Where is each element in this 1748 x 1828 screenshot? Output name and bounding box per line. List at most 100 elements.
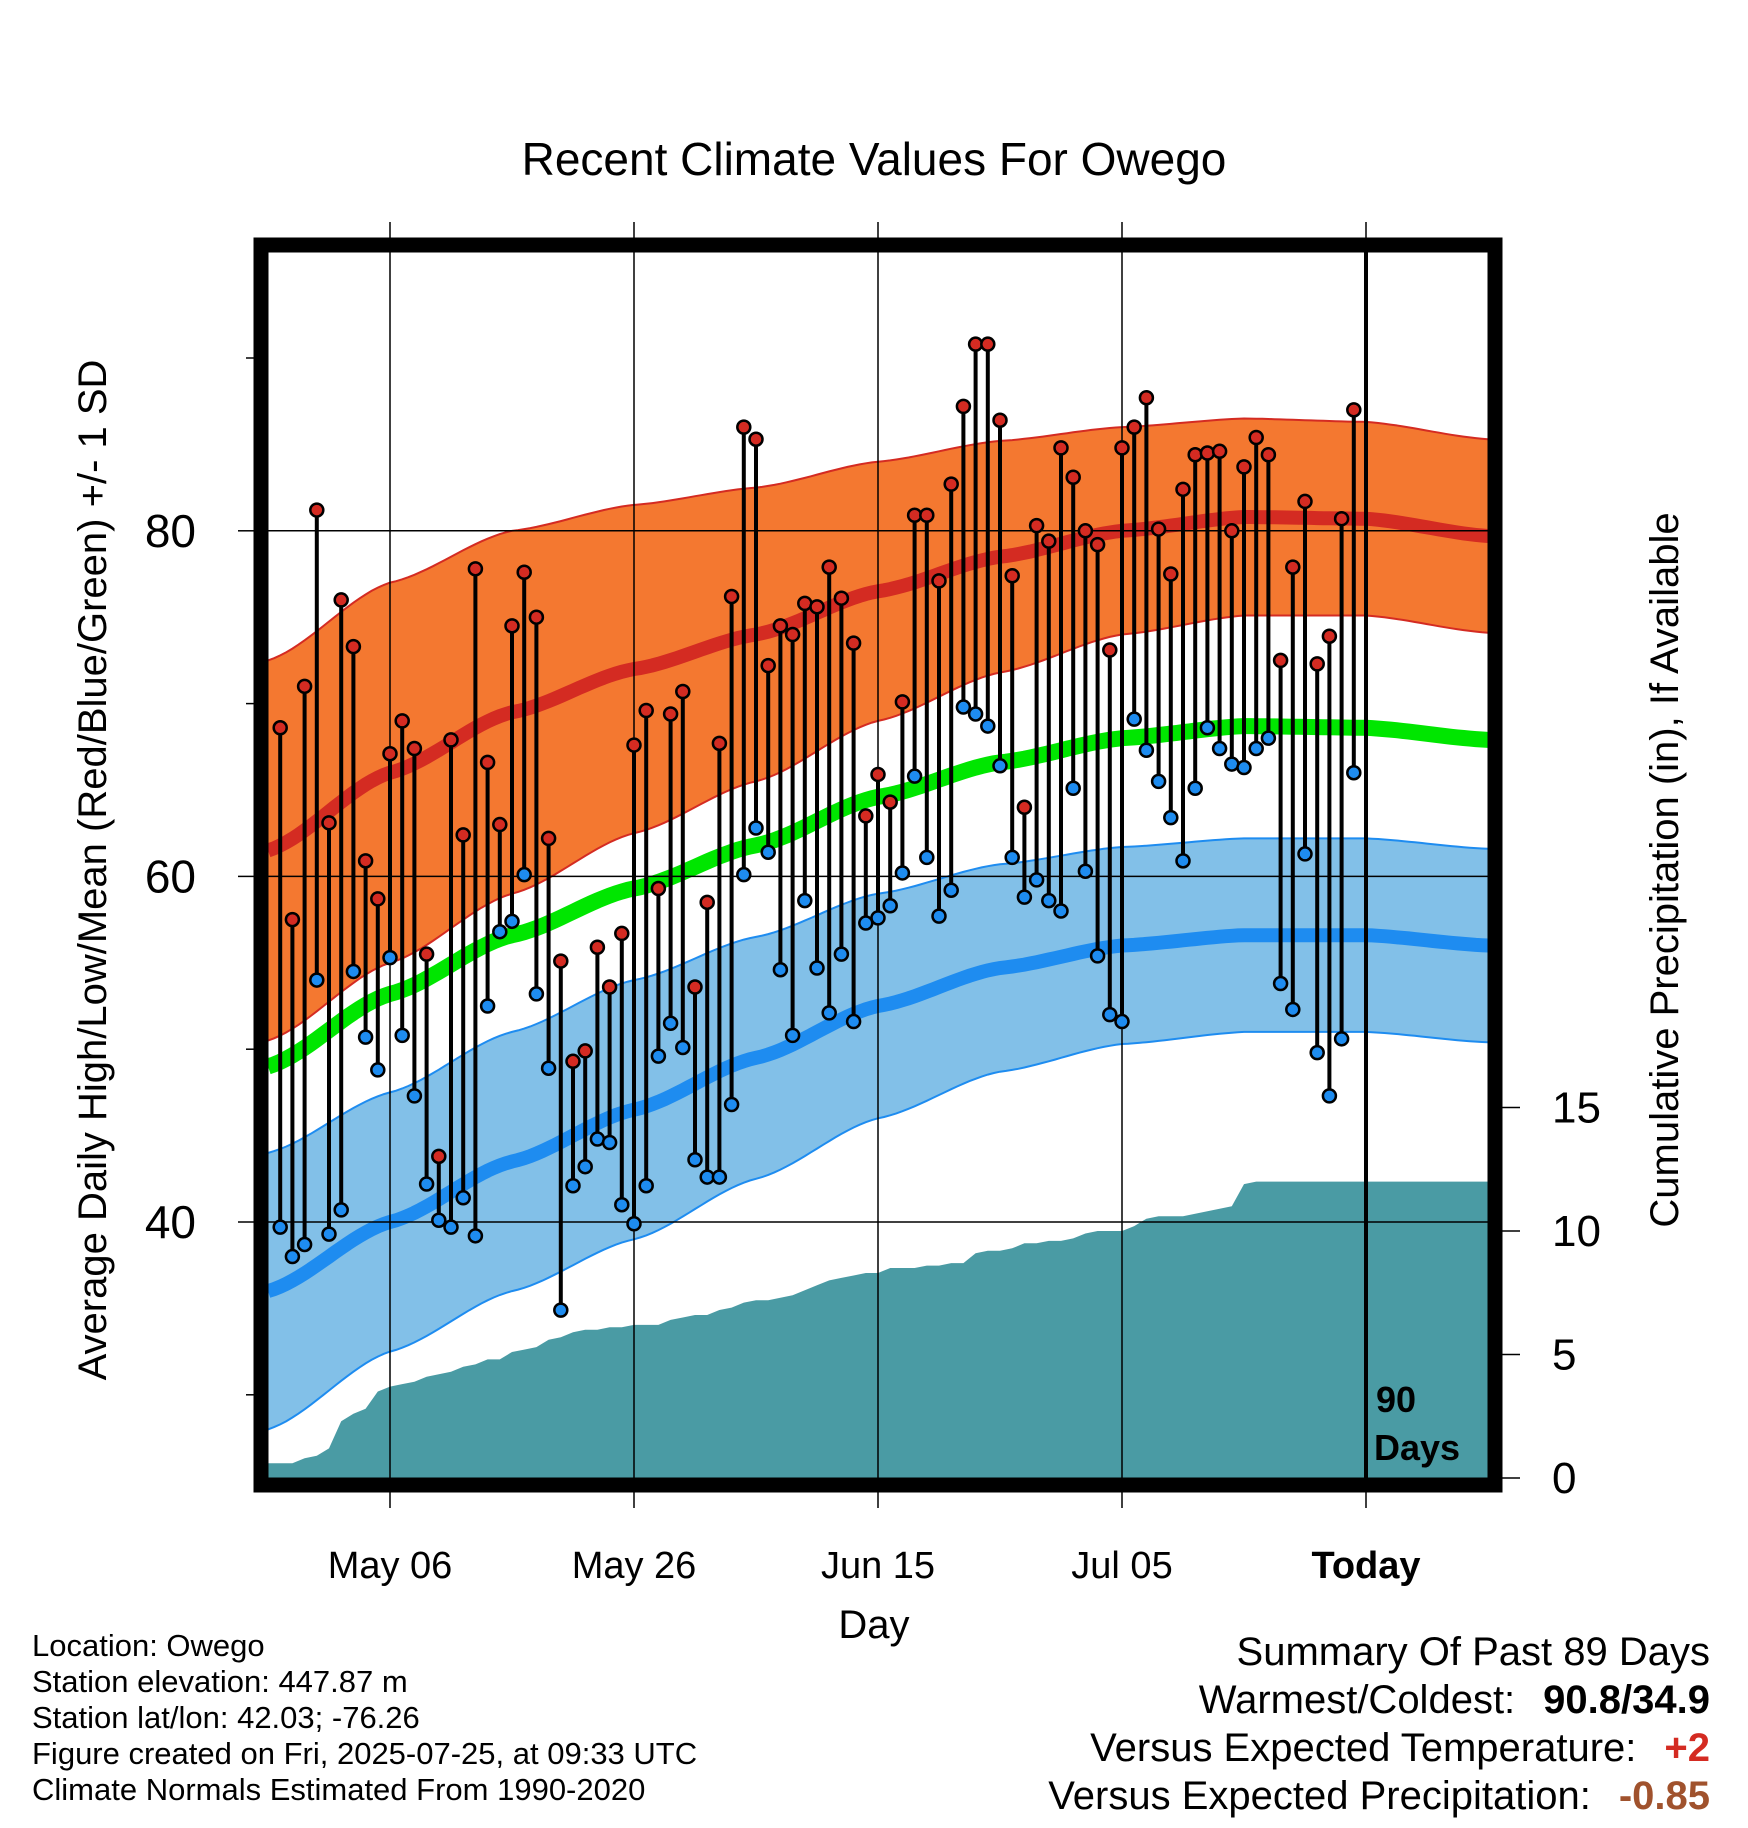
daily-high-point [418, 946, 435, 962]
latlon-text: Station lat/lon: 42.03; -76.26 [32, 1700, 420, 1735]
daily-low-point [772, 961, 789, 978]
daily-low-point [980, 718, 996, 734]
daily-low-point [748, 820, 764, 836]
y-tick-label-left: 80 [145, 505, 196, 557]
summary-temp: Versus Expected Temperature: +2 [1048, 1724, 1710, 1772]
daily-high-point [833, 590, 850, 606]
daily-low-point [1309, 1044, 1325, 1061]
y-axis-label-right: Cumulative Precipitation (in), If Availa… [1643, 512, 1687, 1227]
daily-low-point [1248, 740, 1264, 757]
daily-low-point [357, 1029, 374, 1045]
precip-value: -0.85 [1618, 1774, 1710, 1818]
daily-low-point [394, 1027, 410, 1044]
daily-high-point [1175, 481, 1191, 498]
daily-high-point [1285, 559, 1301, 575]
daily-low-point [723, 1096, 740, 1113]
daily-high-point [284, 911, 301, 928]
daily-high-point [1272, 652, 1289, 669]
daily-low-point [1150, 773, 1167, 790]
daily-high-point [577, 1043, 593, 1059]
daily-high-point [589, 939, 606, 955]
daily-low-point [370, 1062, 386, 1078]
daily-high-point [699, 894, 715, 911]
y-axis-label-left: Average Daily High/Low/Mean (Red/Blue/Gr… [71, 360, 115, 1381]
daily-low-point [553, 1302, 569, 1318]
daily-low-point [455, 1190, 471, 1206]
daily-low-point [1236, 759, 1252, 776]
daily-low-point [760, 844, 776, 860]
daily-high-point [321, 815, 337, 831]
daily-low-point [296, 1236, 313, 1253]
daily-high-point [1187, 447, 1203, 463]
daily-high-point [553, 953, 569, 969]
daily-low-point [967, 706, 984, 722]
daily-low-point [638, 1177, 654, 1194]
daily-low-point [1297, 846, 1313, 862]
daily-high-point [638, 702, 654, 719]
daily-low-point [528, 986, 545, 1002]
daily-high-point [894, 694, 911, 710]
x-tick-label: Jun 15 [821, 1545, 935, 1587]
daily-low-point [382, 949, 398, 966]
daily-high-point [919, 507, 935, 523]
daily-low-point [1138, 742, 1155, 759]
daily-high-point [1065, 469, 1081, 485]
precip-label: Versus Expected Precipitation: [1048, 1774, 1591, 1818]
daily-low-point [467, 1228, 484, 1244]
daily-high-point [980, 336, 996, 352]
daily-high-point [357, 853, 374, 869]
daily-high-point [711, 735, 728, 752]
daily-high-point [431, 1148, 447, 1165]
daily-high-point [272, 720, 288, 736]
daily-high-point [479, 754, 496, 771]
daily-low-point [1016, 889, 1033, 905]
daily-high-point [955, 398, 972, 415]
daily-high-point [614, 925, 630, 942]
chart-title: Recent Climate Values For Owego [522, 133, 1227, 185]
daily-high-point [748, 431, 764, 447]
daily-high-point [296, 678, 313, 695]
daily-low-point [1114, 1013, 1130, 1030]
y-tick-label-left: 60 [145, 850, 196, 902]
daily-high-point [858, 808, 874, 824]
daily-low-point [540, 1060, 557, 1076]
daily-high-point [784, 626, 801, 643]
daily-high-point [333, 592, 349, 608]
daily-low-point [845, 1013, 862, 1030]
created-text: Figure created on Fri, 2025-07-25, at 09… [32, 1736, 698, 1771]
daily-low-point [675, 1039, 691, 1056]
daily-high-point [870, 766, 886, 783]
daily-high-point [1260, 447, 1277, 463]
daily-high-point [467, 561, 484, 577]
daily-high-point [760, 657, 776, 674]
normals-text: Climate Normals Estimated From 1990-2020 [32, 1772, 646, 1807]
daily-high-point [309, 502, 325, 518]
daily-high-point [1236, 459, 1252, 475]
daily-low-point [711, 1169, 728, 1185]
daily-low-point [1126, 711, 1142, 727]
axes: May 06 May 26 Jun 15 Jul 05 Today 40 60 80 0 5 10 1… [145, 222, 1601, 1587]
daily-low-point [272, 1219, 288, 1235]
location-text: Location: Owego [32, 1628, 265, 1663]
daily-low-point [418, 1176, 435, 1192]
daily-high-point [1138, 389, 1155, 406]
daily-high-point [992, 412, 1008, 428]
daily-low-point [333, 1202, 349, 1218]
daily-low-point [919, 849, 935, 866]
daily-low-point [309, 972, 325, 988]
warm-cold-value: 90.8/34.9 [1543, 1678, 1710, 1722]
daily-low-point [809, 960, 825, 976]
daily-high-point [687, 979, 703, 995]
daily-high-point [821, 559, 837, 575]
daily-low-point [1187, 780, 1203, 797]
daily-high-point [1224, 523, 1240, 539]
daily-low-point [1028, 872, 1045, 888]
x-axis-label: Day [838, 1603, 909, 1647]
daily-high-point [1321, 628, 1338, 644]
daily-low-point [1053, 903, 1069, 919]
daily-high-point [931, 573, 947, 589]
summary-panel: Summary Of Past 89 Days Warmest/Coldest:… [1048, 1628, 1710, 1820]
daily-low-point [565, 1177, 581, 1194]
daily-high-point [1199, 445, 1216, 461]
daily-high-point [516, 564, 532, 581]
